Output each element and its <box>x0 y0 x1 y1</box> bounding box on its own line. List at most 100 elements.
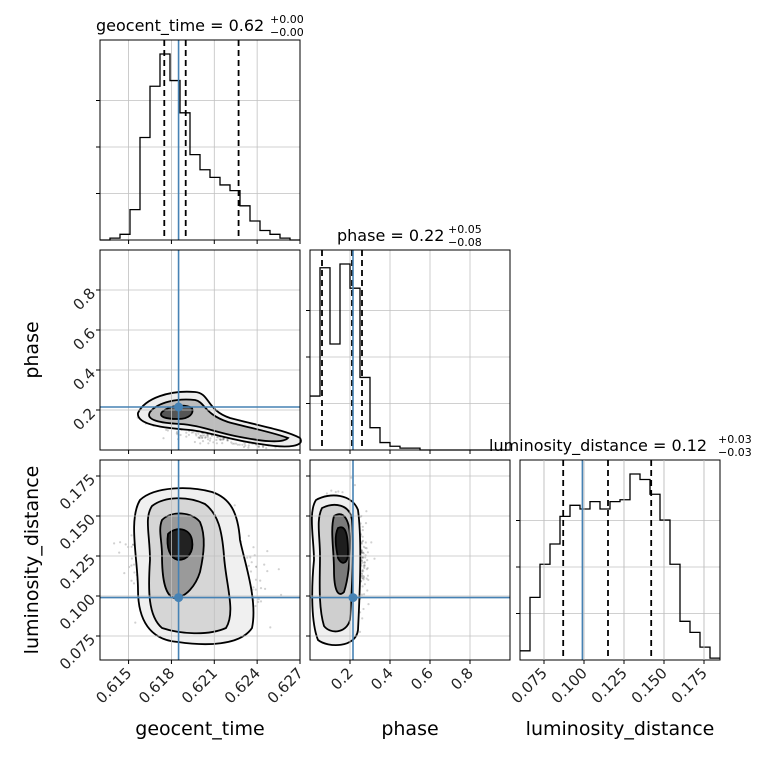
sample-point <box>226 439 229 442</box>
contour-line <box>334 526 349 564</box>
truth-marker <box>348 593 358 603</box>
sample-point <box>219 438 222 441</box>
sample-point <box>361 561 364 564</box>
sample-point <box>334 490 337 494</box>
sample-point <box>366 589 369 592</box>
sample-point <box>241 443 244 446</box>
sample-point <box>242 445 246 449</box>
sample-point <box>249 556 252 559</box>
tick-label-luminosity_distance: 0.175 <box>56 470 99 513</box>
sample-point <box>206 435 209 438</box>
sample-point <box>373 557 376 560</box>
sample-point <box>257 445 260 448</box>
sample-point <box>361 574 364 577</box>
sample-point <box>192 431 195 434</box>
tick-label-luminosity_distance: 0.175 <box>668 664 711 707</box>
sample-point <box>259 587 263 590</box>
sample-point <box>200 434 203 437</box>
sample-point <box>215 438 218 442</box>
density-level <box>167 529 193 560</box>
sample-point <box>199 434 202 437</box>
sample-point <box>249 570 253 573</box>
sample-point <box>233 504 236 507</box>
panel-frame-geocent-time-phase <box>99 249 301 451</box>
truth-marker <box>174 593 184 603</box>
sample-point <box>215 436 219 439</box>
sample-point <box>231 442 234 445</box>
sample-point <box>130 564 133 567</box>
sample-point <box>132 543 135 546</box>
sample-point <box>230 441 233 444</box>
contour-line <box>159 512 205 599</box>
contour-line <box>146 497 232 635</box>
sample-point <box>361 585 364 588</box>
sample-point <box>330 489 333 492</box>
xlabel-luminosity-distance: luminosity_distance <box>526 718 715 740</box>
sample-point <box>362 565 365 568</box>
sample-point <box>254 588 257 591</box>
sample-point <box>193 440 196 444</box>
tick-label-phase: 0.2 <box>327 664 357 694</box>
sample-point <box>130 579 133 582</box>
sample-point <box>366 551 369 554</box>
xlabel-geocent-time: geocent_time <box>135 718 264 740</box>
sample-point <box>226 438 229 441</box>
sample-point <box>246 556 249 559</box>
sample-point <box>185 435 188 438</box>
tick-label-phase: 0.6 <box>69 324 99 354</box>
sample-point <box>360 559 364 563</box>
tick-label-phase: 0.8 <box>69 284 99 314</box>
sample-point <box>247 564 250 567</box>
title-geocent-time-upper: +0.00 <box>270 13 304 26</box>
sample-point <box>360 556 363 559</box>
sample-point <box>362 607 365 611</box>
tick-label-luminosity_distance: 0.100 <box>56 590 99 633</box>
contour-line <box>148 398 290 443</box>
sample-point <box>361 569 364 572</box>
sample-point <box>362 552 365 555</box>
sample-point <box>219 438 222 441</box>
sample-point <box>277 568 280 571</box>
sample-point <box>201 436 204 439</box>
sample-point <box>358 630 362 634</box>
sample-point <box>130 557 133 560</box>
sample-point <box>360 593 364 596</box>
sample-point <box>134 621 137 624</box>
sample-point <box>360 542 363 545</box>
sample-point <box>361 556 364 559</box>
sample-point <box>198 436 201 439</box>
sample-point <box>365 568 368 571</box>
sample-point <box>130 534 133 537</box>
sample-point <box>234 442 238 445</box>
sample-point <box>113 542 116 545</box>
sample-point <box>252 586 255 589</box>
panel-2d-phase-luminosity_distance <box>310 476 376 646</box>
sample-point <box>350 476 353 479</box>
title-geocent-time-lower: −0.00 <box>270 26 304 39</box>
sample-point <box>119 541 122 544</box>
sample-point <box>362 545 365 549</box>
sample-point <box>263 563 266 566</box>
tick-label-geocent_time: 0.615 <box>92 664 135 707</box>
sample-point <box>243 442 246 445</box>
sample-point <box>226 438 229 441</box>
sample-point <box>218 438 221 441</box>
sample-point <box>247 446 250 449</box>
ylabel-luminosity-distance: luminosity_distance <box>21 466 43 655</box>
histogram-luminosity_distance <box>520 473 720 659</box>
sample-point <box>262 445 265 448</box>
panel-frame-geocent-time-luminosity-distance <box>99 459 301 661</box>
sample-point <box>361 525 364 528</box>
sample-point <box>363 563 366 567</box>
sample-point <box>179 433 182 437</box>
sample-point <box>210 434 214 437</box>
sample-point <box>265 447 268 450</box>
sample-point <box>363 564 366 567</box>
sample-point <box>132 582 136 585</box>
sample-point <box>236 443 239 446</box>
tick-label-luminosity_distance: 0.075 <box>508 664 551 707</box>
sample-point <box>201 440 205 443</box>
sample-point <box>261 445 265 448</box>
sample-point <box>185 431 188 434</box>
sample-point <box>132 563 136 566</box>
